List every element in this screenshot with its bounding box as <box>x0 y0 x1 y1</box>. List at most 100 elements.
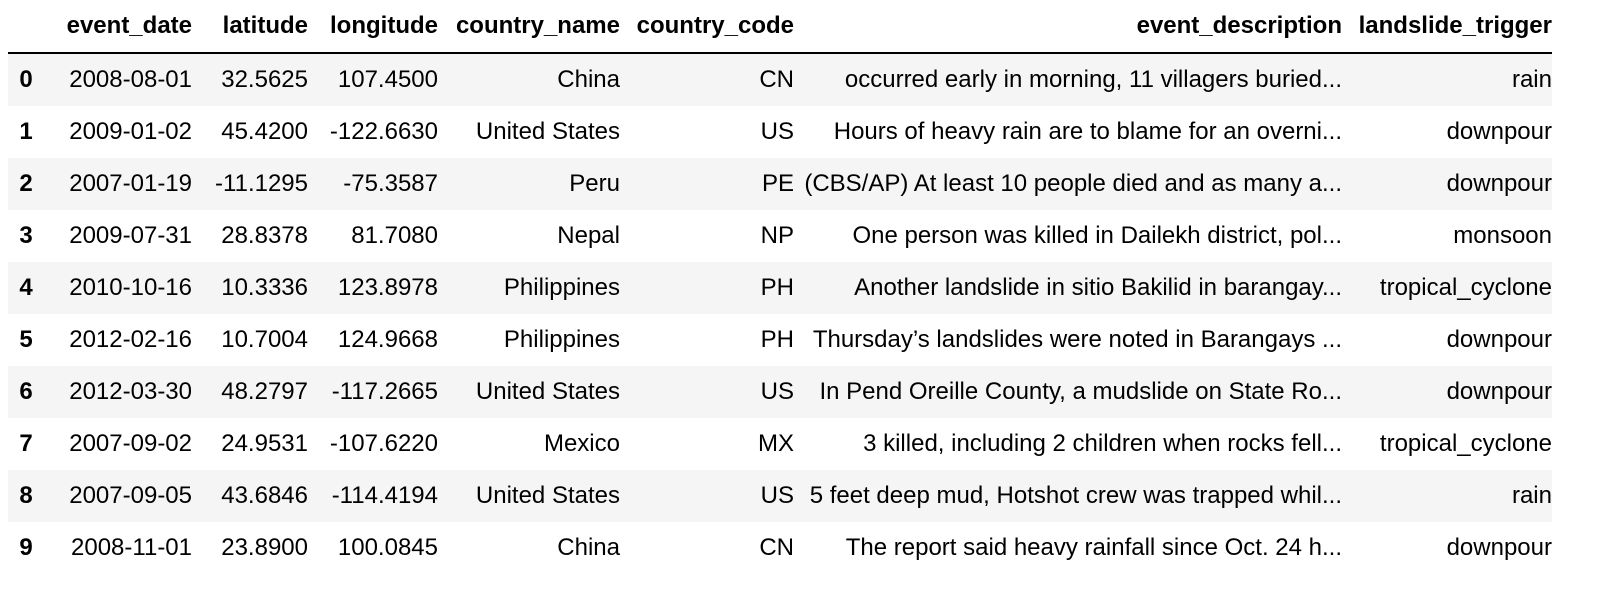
header-latitude: latitude <box>192 0 308 54</box>
cell-event-date: 2008-11-01 <box>71 534 192 561</box>
cell-country-name: Nepal <box>557 222 620 249</box>
dataframe-table: event_date latitude longitude country_na… <box>8 0 1552 574</box>
header-landslide-trigger: landslide_trigger <box>1342 0 1552 54</box>
cell-longitude: 124.9668 <box>337 326 438 353</box>
cell-country-name: Peru <box>569 170 620 197</box>
cell-longitude: -117.2665 <box>331 378 438 405</box>
cell-longitude: 123.8978 <box>337 274 438 301</box>
cell-landslide-trigger: tropical_cyclone <box>1379 274 1552 301</box>
cell-longitude: 107.4500 <box>337 66 438 93</box>
cell-event-date: 2008-08-01 <box>69 66 192 93</box>
cell-country-code: US <box>760 378 794 405</box>
cell-landslide-trigger: downpour <box>1446 326 1552 353</box>
cell-event-description: In Pend Oreille County, a mudslide on St… <box>819 378 1342 405</box>
cell-latitude: 48.2797 <box>221 378 308 405</box>
table-row: 0 2008-08-01 32.5625 107.4500 China CN occurre… <box>8 53 1552 106</box>
cell-event-description: Another landslide in sitio Bakilid in ba… <box>854 274 1342 301</box>
cell-country-name: Mexico <box>543 430 620 457</box>
cell-event-date: 2007-09-05 <box>69 482 192 509</box>
header-row: event_date latitude longitude country_na… <box>8 0 1552 54</box>
row-index: 0 <box>19 66 33 93</box>
cell-landslide-trigger: downpour <box>1446 170 1552 197</box>
cell-landslide-trigger: downpour <box>1446 534 1552 561</box>
cell-event-date: 2010-10-16 <box>69 274 192 301</box>
cell-latitude: -11.1295 <box>215 170 308 197</box>
row-index: 8 <box>19 482 33 509</box>
cell-latitude: 10.7004 <box>221 326 308 353</box>
cell-longitude: -122.6630 <box>329 118 438 145</box>
row-index: 4 <box>19 274 33 301</box>
cell-country-name: United States <box>475 482 620 509</box>
cell-event-description: Thursday’s landslides were noted in Bara… <box>812 326 1342 353</box>
header-event-description: event_description <box>794 0 1342 54</box>
cell-country-code: PH <box>760 274 794 301</box>
table-body: 0 2008-08-01 32.5625 107.4500 China CN occurre… <box>8 53 1552 574</box>
cell-event-date: 2007-01-19 <box>69 170 192 197</box>
row-index: 9 <box>19 534 33 561</box>
header-event-date: event_date <box>44 0 192 54</box>
cell-event-description: 3 killed, including 2 children when rock… <box>863 430 1342 457</box>
cell-country-code: MX <box>758 430 794 457</box>
cell-longitude: -75.3587 <box>343 170 438 197</box>
cell-country-code: PE <box>761 170 794 197</box>
table-row: 9 2008-11-01 23.8900 100.0845 China CN The rep… <box>8 522 1552 574</box>
cell-event-description: The report said heavy rainfall since Oct… <box>845 534 1342 561</box>
header-index <box>8 0 44 54</box>
cell-latitude: 24.9531 <box>221 430 308 457</box>
table-row: 7 2007-09-02 24.9531 -107.6220 Mexico MX 3 kil… <box>8 418 1552 470</box>
cell-country-code: CN <box>759 534 794 561</box>
cell-event-date: 2009-01-02 <box>69 118 192 145</box>
cell-country-name: United States <box>475 378 620 405</box>
table-row: 2 2007-01-19 -11.1295 -75.3587 Peru PE (CBS/AP… <box>8 158 1552 210</box>
cell-longitude: 81.7080 <box>351 222 438 249</box>
cell-longitude: -114.4194 <box>331 482 438 509</box>
table-row: 5 2012-02-16 10.7004 124.9668 Philippines PH T… <box>8 314 1552 366</box>
cell-event-date: 2012-03-30 <box>69 378 192 405</box>
row-index: 5 <box>19 326 33 353</box>
header-country-name: country_name <box>438 0 620 54</box>
header-country-code: country_code <box>620 0 794 54</box>
cell-event-description: occurred early in morning, 11 villagers … <box>844 66 1342 93</box>
cell-latitude: 10.3336 <box>221 274 308 301</box>
header-longitude: longitude <box>308 0 438 54</box>
cell-event-date: 2012-02-16 <box>69 326 192 353</box>
cell-latitude: 23.8900 <box>221 534 308 561</box>
cell-landslide-trigger: rain <box>1511 482 1552 509</box>
table-row: 4 2010-10-16 10.3336 123.8978 Philippines PH A… <box>8 262 1552 314</box>
row-index: 1 <box>19 118 33 145</box>
cell-longitude: 100.0845 <box>337 534 438 561</box>
cell-country-code: PH <box>760 326 794 353</box>
table-row: 6 2012-03-30 48.2797 -117.2665 United States… <box>8 366 1552 418</box>
cell-landslide-trigger: rain <box>1511 66 1552 93</box>
cell-landslide-trigger: downpour <box>1446 118 1552 145</box>
cell-event-description: 5 feet deep mud, Hotshot crew was trappe… <box>809 482 1342 509</box>
row-index: 7 <box>19 430 33 457</box>
cell-latitude: 45.4200 <box>221 118 308 145</box>
cell-landslide-trigger: downpour <box>1446 378 1552 405</box>
cell-landslide-trigger: monsoon <box>1453 222 1552 249</box>
table-row: 1 2009-01-02 45.4200 -122.6630 United States… <box>8 106 1552 158</box>
cell-event-date: 2007-09-02 <box>69 430 192 457</box>
cell-event-description: One person was killed in Dailekh distric… <box>852 222 1342 249</box>
row-index: 3 <box>19 222 33 249</box>
table-row: 8 2007-09-05 43.6846 -114.4194 United States… <box>8 470 1552 522</box>
cell-latitude: 43.6846 <box>221 482 308 509</box>
cell-country-name: China <box>557 534 620 561</box>
table-header: event_date latitude longitude country_na… <box>8 0 1552 54</box>
row-index: 6 <box>19 378 33 405</box>
cell-event-date: 2009-07-31 <box>69 222 192 249</box>
cell-country-code: US <box>760 118 794 145</box>
cell-longitude: -107.6220 <box>329 430 438 457</box>
cell-country-code: CN <box>759 66 794 93</box>
cell-landslide-trigger: tropical_cyclone <box>1379 430 1552 457</box>
row-index: 2 <box>19 170 33 197</box>
table-row: 3 2009-07-31 28.8378 81.7080 Nepal NP One pers… <box>8 210 1552 262</box>
cell-country-code: NP <box>760 222 794 249</box>
cell-latitude: 32.5625 <box>221 66 308 93</box>
cell-country-code: US <box>760 482 794 509</box>
cell-country-name: Philippines <box>503 326 620 353</box>
cell-event-description: (CBS/AP) At least 10 people died and as … <box>804 170 1342 197</box>
cell-country-name: China <box>557 66 620 93</box>
cell-country-name: Philippines <box>503 274 620 301</box>
